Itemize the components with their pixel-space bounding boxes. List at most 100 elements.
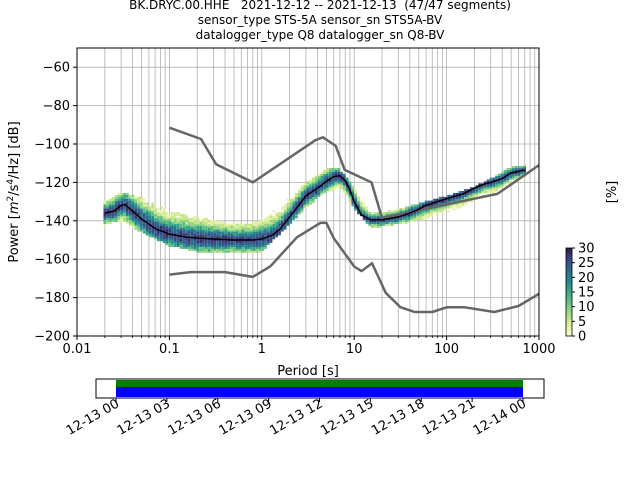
histogram-cell xyxy=(142,229,146,232)
histogram-cell xyxy=(235,227,239,230)
histogram-cell xyxy=(145,229,149,232)
histogram-cell xyxy=(185,246,188,249)
histogram-cell xyxy=(309,200,312,203)
histogram-cell xyxy=(140,198,143,201)
histogram-cell xyxy=(173,229,177,232)
histogram-cell xyxy=(199,246,202,249)
histogram-cell xyxy=(261,229,264,232)
histogram-cell xyxy=(126,217,129,221)
histogram-cell xyxy=(520,167,524,171)
histogram-cell xyxy=(219,227,222,230)
histogram-cell xyxy=(182,219,186,222)
histogram-cell xyxy=(103,223,107,226)
histogram-cell xyxy=(419,212,422,215)
histogram-cell xyxy=(328,167,332,171)
histogram-cell xyxy=(219,225,222,228)
histogram-cell xyxy=(517,173,521,176)
histogram-cell xyxy=(354,196,357,199)
histogram-cell xyxy=(117,200,121,203)
histogram-cell xyxy=(314,191,318,194)
chart-title-line2: sensor_type STS-5A sensor_sn STS5A-BV xyxy=(197,13,443,27)
histogram-cell xyxy=(264,233,267,236)
histogram-cell xyxy=(269,221,273,224)
histogram-cell xyxy=(258,235,262,238)
histogram-cell xyxy=(441,196,445,199)
histogram-cell xyxy=(357,200,360,203)
histogram-cell xyxy=(497,173,501,176)
histogram-cell xyxy=(151,231,155,234)
histogram-cell xyxy=(464,189,467,192)
histogram-cell xyxy=(475,187,479,190)
histogram-cell xyxy=(140,206,143,209)
histogram-cell xyxy=(185,223,188,226)
histogram-cell xyxy=(176,227,180,230)
histogram-cell xyxy=(221,237,225,240)
histogram-cell xyxy=(123,204,126,207)
histogram-cell xyxy=(219,242,222,246)
histogram-cell xyxy=(241,223,245,226)
histogram-cell xyxy=(433,208,436,211)
histogram-cell xyxy=(123,198,126,201)
histogram-cell xyxy=(396,208,400,211)
histogram-cell xyxy=(512,177,515,180)
histogram-cell xyxy=(430,204,434,207)
histogram-cell xyxy=(131,204,135,207)
histogram-cell xyxy=(219,235,222,238)
histogram-cell xyxy=(306,196,310,199)
histogram-cell xyxy=(458,196,462,199)
histogram-cell xyxy=(188,242,191,246)
histogram-cell xyxy=(275,227,279,230)
histogram-cell xyxy=(204,240,208,244)
histogram-cell xyxy=(447,210,450,213)
histogram-cell xyxy=(261,223,264,226)
histogram-cell xyxy=(433,204,436,207)
histogram-cell xyxy=(258,244,262,247)
histogram-cell xyxy=(199,240,202,244)
histogram-cell xyxy=(117,196,121,199)
colorbar-label: [%] xyxy=(605,181,620,204)
histogram-cell xyxy=(210,237,214,240)
histogram-cell xyxy=(255,237,259,240)
histogram-cell xyxy=(157,221,160,224)
histogram-cell xyxy=(162,240,166,244)
histogram-cell xyxy=(303,185,307,188)
histogram-cell xyxy=(120,214,124,217)
histogram-cell xyxy=(221,221,225,224)
histogram-cell xyxy=(210,244,214,247)
histogram-cell xyxy=(320,192,324,196)
histogram-cell xyxy=(503,169,507,173)
histogram-cell xyxy=(103,204,107,207)
histogram-cell xyxy=(137,200,140,203)
histogram-cell xyxy=(331,179,335,182)
histogram-cell xyxy=(120,196,124,199)
time-tick-label: 12-13 03 xyxy=(115,396,173,438)
histogram-cell xyxy=(252,235,256,238)
histogram-cell xyxy=(416,214,419,217)
histogram-cell xyxy=(162,235,166,238)
histogram-cell xyxy=(297,196,301,199)
histogram-cell xyxy=(171,214,174,217)
histogram-cell xyxy=(388,223,391,226)
histogram-cell xyxy=(416,204,419,207)
histogram-cell xyxy=(109,202,112,205)
histogram-cell xyxy=(433,202,436,205)
histogram-cell xyxy=(168,219,171,222)
histogram-cell xyxy=(106,221,109,224)
histogram-cell xyxy=(128,217,132,221)
histogram-cell xyxy=(193,244,197,247)
histogram-cell xyxy=(379,221,383,224)
histogram-cell xyxy=(393,210,397,213)
histogram-cell xyxy=(317,175,321,178)
histogram-cell xyxy=(309,187,312,190)
histogram-cell xyxy=(323,169,326,173)
noise-models xyxy=(168,126,539,314)
histogram-cell xyxy=(126,194,129,198)
histogram-cell xyxy=(283,215,287,219)
histogram-cell xyxy=(399,215,403,219)
histogram-cell xyxy=(111,204,115,207)
histogram-cell xyxy=(221,233,225,236)
histogram-cell xyxy=(337,173,341,176)
histogram-cell xyxy=(244,235,248,238)
histogram-cell xyxy=(503,173,507,176)
histogram-cell xyxy=(196,240,200,244)
